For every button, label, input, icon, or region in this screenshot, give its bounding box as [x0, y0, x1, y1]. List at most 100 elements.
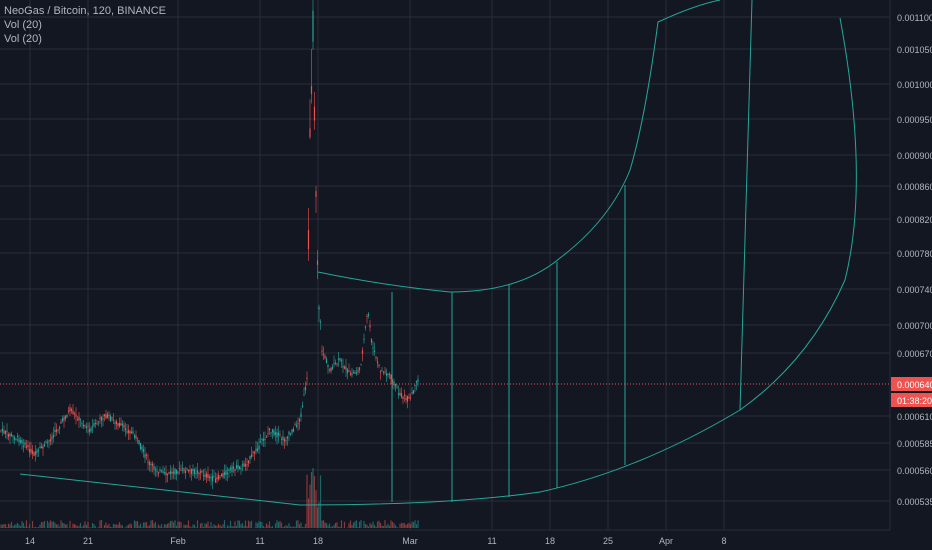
candle-body [69, 407, 71, 412]
volume-bar [31, 521, 34, 528]
time-tick: Feb [170, 536, 186, 546]
volume-indicator-label[interactable]: Vol (20) [4, 19, 42, 31]
candle-body [381, 370, 383, 372]
candle-body [348, 370, 350, 372]
candle-body [39, 447, 41, 449]
volume-bar [117, 524, 119, 528]
volume-bar [136, 521, 139, 528]
volume-bar [202, 526, 205, 528]
candle-body [112, 419, 115, 421]
price-axis[interactable]: 0.001100 0.001050 0.001000 0.000950 0.00… [889, 0, 932, 550]
candle-body [349, 372, 352, 375]
volume-bar [9, 524, 11, 528]
candle-body [333, 363, 335, 365]
volume-bar [292, 526, 295, 528]
time-axis[interactable]: 14 21 Feb 11 18 Mar 11 18 25 Apr 8 [0, 529, 890, 546]
candle-body [187, 469, 190, 472]
candle-body [49, 439, 52, 442]
candle-body [114, 422, 116, 425]
volume-bar [301, 527, 304, 528]
volume-bar [235, 525, 238, 528]
candle-body [237, 465, 239, 469]
candle-body [382, 371, 385, 373]
candle-body [373, 350, 376, 352]
candle-body [172, 471, 175, 474]
volume-bar [114, 524, 116, 528]
volume-bar [160, 524, 163, 528]
volume-bar [385, 525, 388, 528]
volume-bar [357, 527, 359, 528]
volume-bar [28, 524, 31, 528]
volume-bar [400, 522, 403, 528]
candle-body [40, 446, 43, 449]
volume-bar [142, 522, 145, 528]
candle-body [277, 432, 280, 436]
candle-body [67, 410, 70, 412]
candle-body [156, 471, 158, 473]
volume-bar [52, 521, 55, 528]
candle-body [342, 365, 344, 368]
candle-body [402, 397, 404, 400]
candle-body [84, 425, 86, 427]
time-tick: 18 [313, 536, 323, 546]
volume-bar [271, 526, 274, 528]
volume-bar [363, 520, 365, 528]
candle-body [135, 435, 137, 439]
volume-bar [130, 524, 133, 528]
candle-body [235, 465, 238, 469]
candle-body [394, 384, 397, 387]
candle-body [118, 423, 121, 427]
volume-bar [417, 520, 419, 528]
volume-bar [258, 521, 260, 528]
volume-bar [43, 520, 46, 528]
candle-body [258, 445, 260, 450]
candle-body [9, 433, 11, 437]
candle-body [3, 430, 5, 434]
symbol-title[interactable]: NeoGas / Bitcoin, 120, BINANCE [4, 5, 167, 17]
candle-body [193, 469, 196, 474]
candle-body [178, 467, 181, 469]
volume-bar [222, 524, 224, 528]
candle-body [264, 438, 266, 440]
candle-body [154, 469, 157, 471]
volume-indicator-label[interactable]: Vol (20) [4, 33, 42, 45]
volume-bar [21, 521, 23, 528]
candle-body [216, 477, 218, 480]
candle-body [166, 474, 169, 476]
volume-bar [190, 527, 193, 528]
candle-body [276, 432, 278, 438]
volume-bar [324, 522, 326, 528]
candle-body [234, 469, 236, 471]
price-axis-background [890, 0, 932, 550]
candle-body [229, 468, 232, 470]
candle-body [18, 438, 20, 443]
candle-body [145, 455, 148, 457]
volume-bar [213, 524, 215, 528]
candle-body [249, 455, 251, 460]
candle-body [97, 421, 100, 423]
candle-body [328, 369, 331, 371]
candle-body [13, 437, 16, 440]
volume-bar [196, 520, 199, 528]
candle-body [357, 370, 359, 373]
volume-bar [223, 520, 226, 528]
volume-bar [243, 525, 245, 528]
volume-bar [294, 526, 296, 528]
volume-bar [349, 520, 352, 528]
volume-bar [267, 525, 269, 528]
candle-body [300, 413, 302, 417]
candle-body [88, 429, 91, 433]
candle-body [232, 466, 235, 469]
candle-body [99, 417, 101, 419]
volume-bar [327, 525, 329, 528]
candle-body [261, 439, 263, 441]
candle-body [334, 362, 337, 364]
time-tick: 11 [487, 536, 496, 546]
candle-body [294, 424, 296, 426]
volume-bar [297, 520, 299, 528]
candle-body [316, 260, 319, 265]
volume-bar [61, 522, 64, 528]
candle-body [58, 426, 61, 429]
